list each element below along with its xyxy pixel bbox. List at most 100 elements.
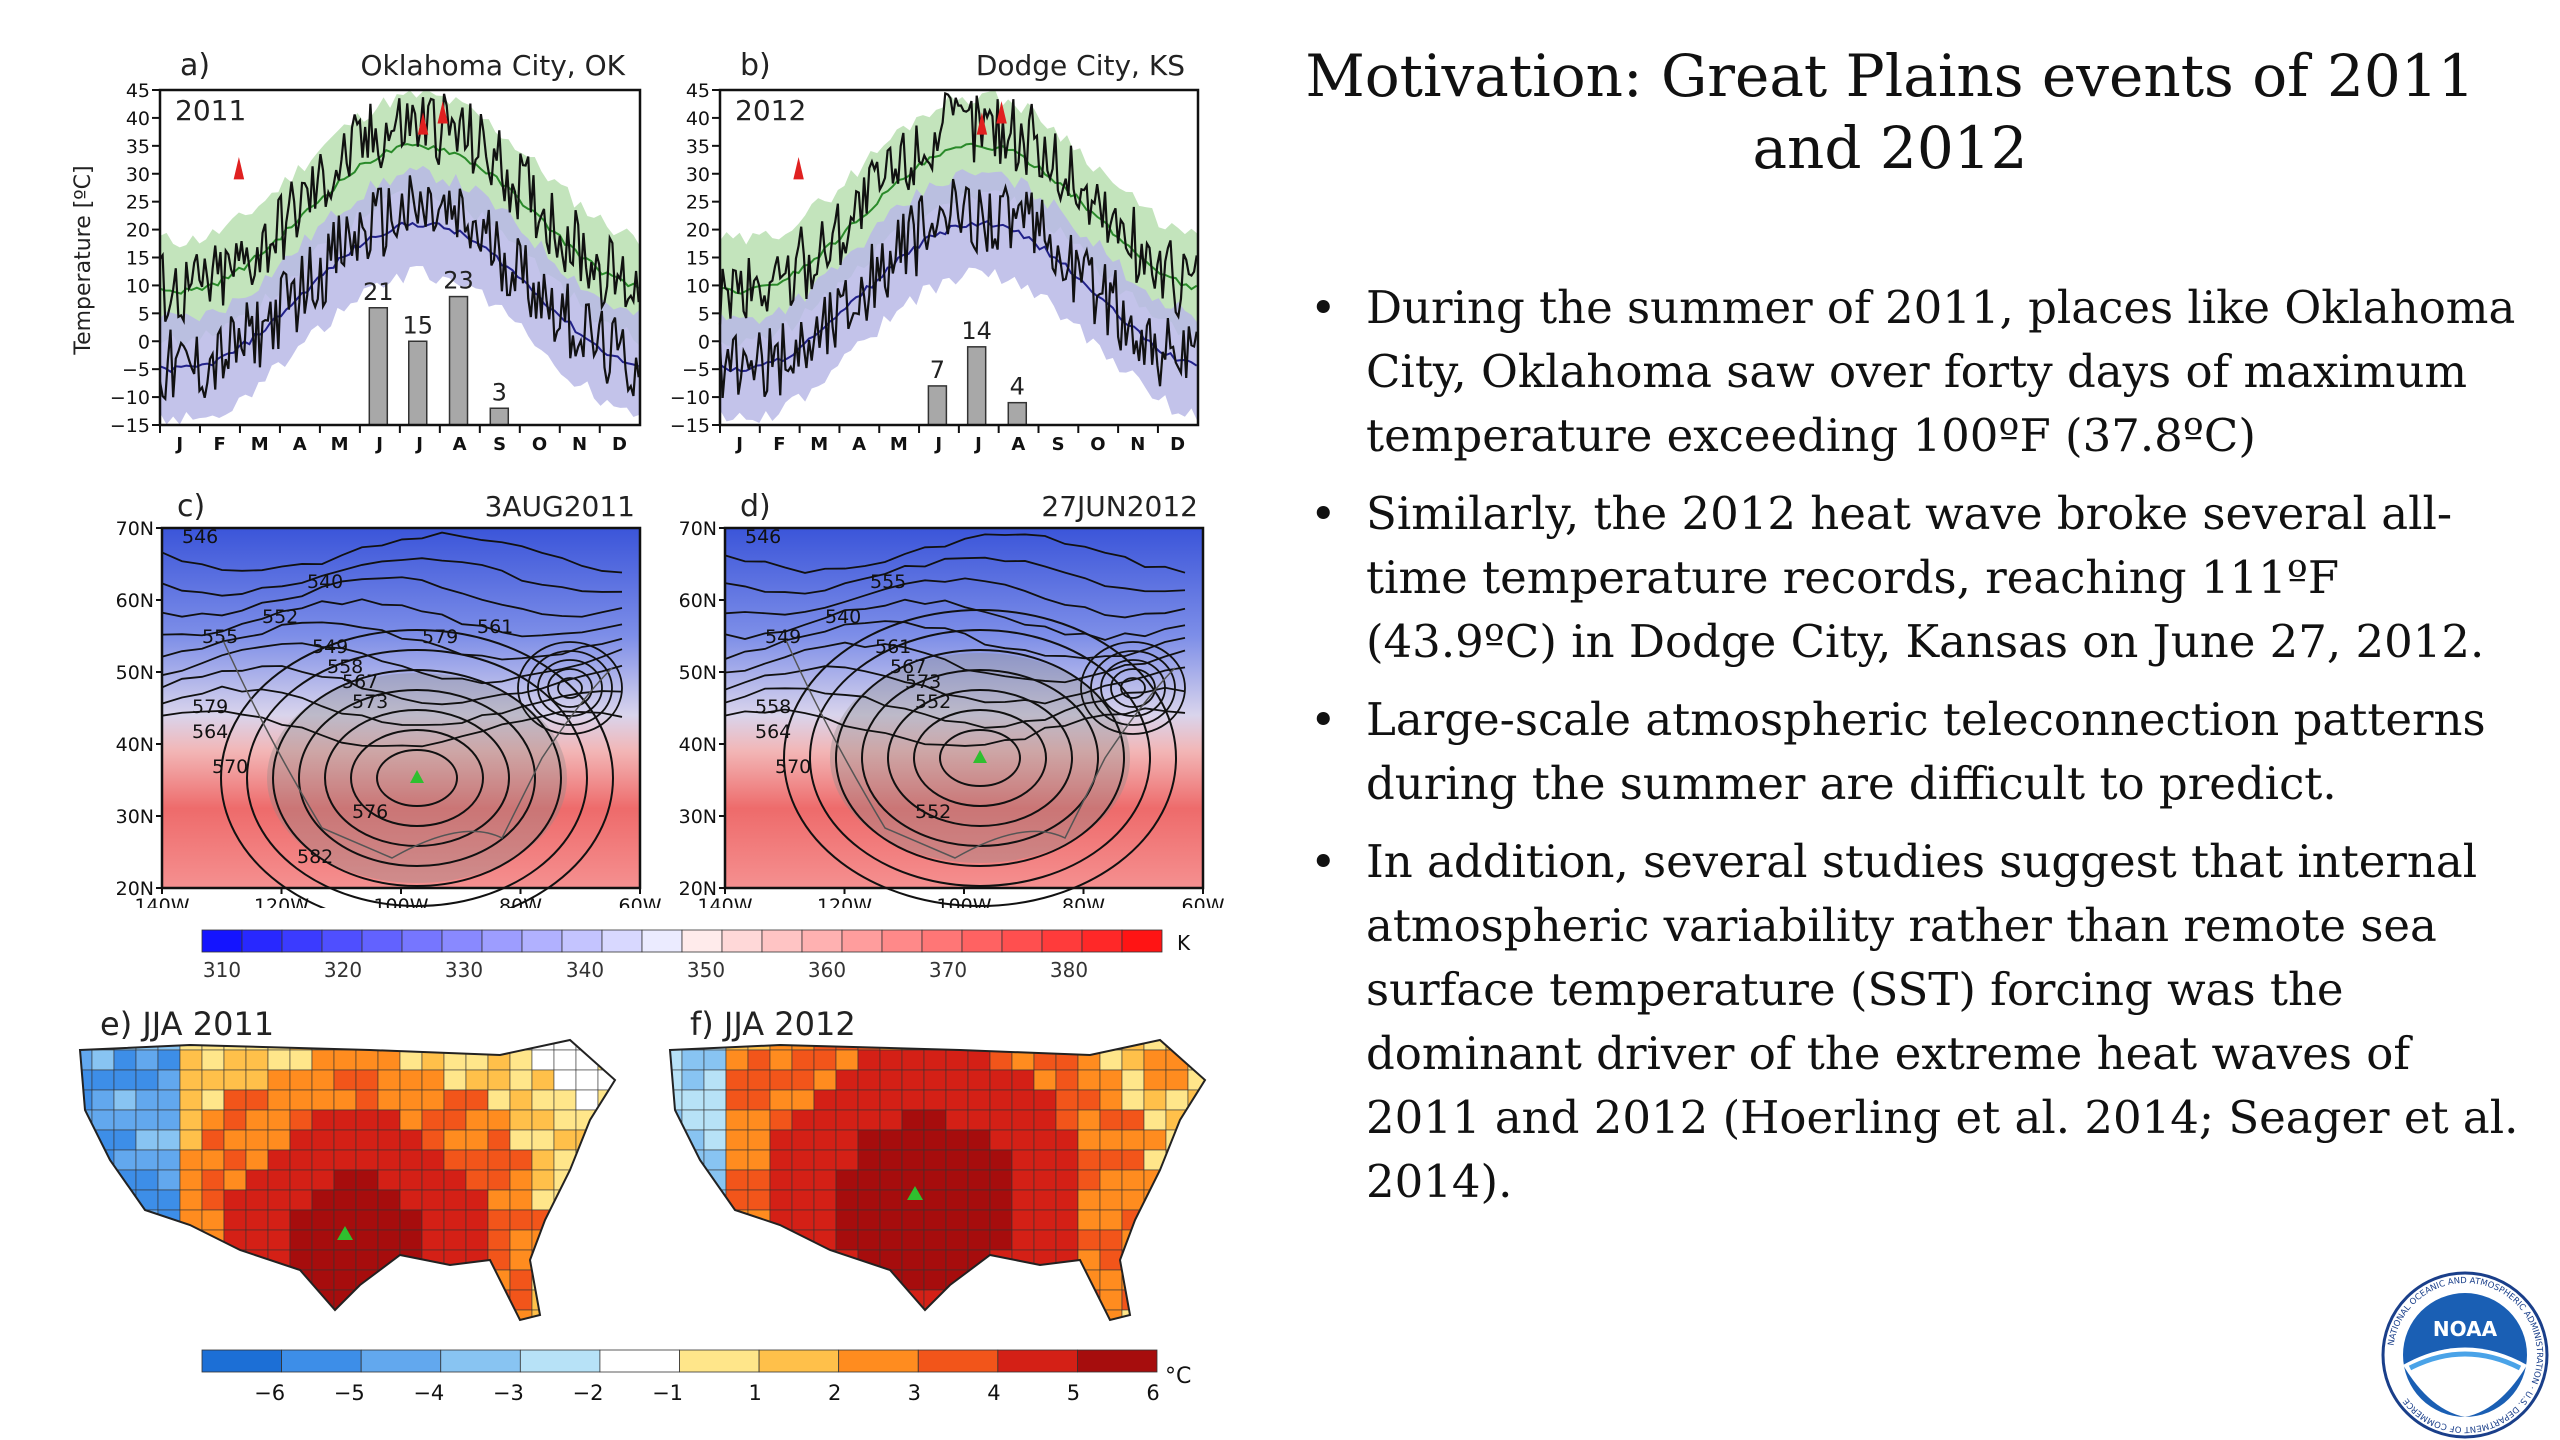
climate-division bbox=[967, 1269, 991, 1291]
climate-division bbox=[989, 1089, 1013, 1111]
geopotential-map-d: 54654954055556156757355255856457055270N6… bbox=[679, 489, 1225, 908]
climate-division bbox=[553, 1069, 577, 1091]
climate-division bbox=[289, 1049, 313, 1071]
climate-division bbox=[1143, 1129, 1167, 1151]
climate-division bbox=[791, 1269, 815, 1291]
climate-division bbox=[399, 1209, 423, 1231]
climate-division bbox=[1121, 1109, 1145, 1131]
climate-division bbox=[135, 1129, 159, 1151]
climate-division bbox=[945, 1309, 969, 1320]
lat-tick-label: 30N bbox=[116, 806, 154, 828]
climate-division bbox=[989, 1069, 1013, 1091]
climate-division bbox=[923, 1129, 947, 1151]
climate-division bbox=[179, 1229, 203, 1251]
climate-division bbox=[443, 1269, 467, 1291]
climate-division bbox=[531, 1049, 555, 1071]
climate-division bbox=[945, 1040, 969, 1051]
climate-division bbox=[553, 1229, 577, 1251]
slide-title: Motivation: Great Plains events of 2011 … bbox=[1305, 42, 2475, 182]
climate-division bbox=[311, 1129, 335, 1151]
height-contour bbox=[835, 649, 1125, 867]
climate-division bbox=[813, 1129, 837, 1151]
climate-division bbox=[201, 1069, 225, 1091]
climate-division bbox=[620, 1130, 642, 1150]
us-divisions bbox=[670, 1040, 1205, 1320]
climate-division bbox=[879, 1049, 903, 1071]
climate-division bbox=[289, 1169, 313, 1191]
height-contour bbox=[724, 620, 1186, 660]
climate-division bbox=[201, 1049, 225, 1071]
climate-division bbox=[553, 1109, 577, 1131]
climate-division bbox=[813, 1289, 837, 1311]
anomaly-tick-label: −2 bbox=[572, 1381, 603, 1405]
climate-division bbox=[791, 1169, 815, 1191]
climate-division bbox=[113, 1229, 137, 1251]
climate-division bbox=[575, 1249, 599, 1271]
colorbar-swatch bbox=[841, 929, 883, 953]
climate-division bbox=[245, 1229, 269, 1251]
climate-division bbox=[443, 1069, 467, 1091]
climate-division bbox=[465, 1269, 489, 1291]
climate-division bbox=[223, 1289, 247, 1311]
lat-tick-label: 60N bbox=[679, 590, 717, 612]
height-contour bbox=[724, 665, 1186, 705]
climate-division bbox=[399, 1309, 423, 1320]
climate-division bbox=[620, 1050, 642, 1070]
climate-division bbox=[1099, 1209, 1123, 1231]
climate-division bbox=[769, 1249, 793, 1271]
height-contour bbox=[724, 598, 1186, 641]
climate-division bbox=[620, 1170, 642, 1190]
count-bar bbox=[408, 340, 428, 426]
climate-division bbox=[553, 1189, 577, 1211]
climate-division bbox=[245, 1109, 269, 1131]
climate-division bbox=[1143, 1049, 1167, 1071]
climate-division bbox=[267, 1189, 291, 1211]
climate-division bbox=[179, 1209, 203, 1231]
climate-division bbox=[1165, 1249, 1189, 1271]
climate-division bbox=[113, 1269, 137, 1291]
climate-division bbox=[135, 1269, 159, 1291]
height-contour bbox=[913, 709, 1047, 807]
low-contour bbox=[557, 677, 583, 699]
panel-label: c) bbox=[177, 489, 205, 524]
climate-division bbox=[901, 1229, 925, 1251]
climate-division bbox=[465, 1149, 489, 1171]
climate-division bbox=[1011, 1069, 1035, 1091]
climate-division bbox=[879, 1289, 903, 1311]
climate-division bbox=[670, 1040, 683, 1051]
contour-label: 582 bbox=[297, 846, 333, 868]
kelvin-tick-label: 360 bbox=[808, 958, 846, 982]
climate-division bbox=[443, 1289, 467, 1311]
climate-division bbox=[670, 1289, 683, 1311]
count-bar bbox=[966, 346, 987, 426]
contour-label: 573 bbox=[905, 671, 941, 693]
climate-division bbox=[923, 1269, 947, 1291]
climate-division bbox=[1121, 1129, 1145, 1151]
climate-division bbox=[681, 1309, 705, 1320]
climate-division bbox=[747, 1229, 771, 1251]
climate-division bbox=[747, 1109, 771, 1131]
panel-label: d) bbox=[740, 489, 771, 524]
climate-division bbox=[311, 1149, 335, 1171]
anomaly-tick-label: 3 bbox=[908, 1381, 921, 1405]
climate-division bbox=[670, 1169, 683, 1191]
climate-division bbox=[989, 1269, 1013, 1291]
contour-label: 567 bbox=[890, 656, 926, 678]
anomaly-tick-label: 2 bbox=[828, 1381, 841, 1405]
climate-division bbox=[923, 1309, 947, 1320]
climate-division bbox=[670, 1189, 683, 1211]
climate-division bbox=[421, 1040, 445, 1051]
climate-division bbox=[1055, 1129, 1079, 1151]
climate-division bbox=[703, 1069, 727, 1091]
us-divisions bbox=[80, 1040, 642, 1320]
contour-label: 564 bbox=[192, 721, 228, 743]
climate-division bbox=[311, 1040, 335, 1051]
climate-division bbox=[967, 1309, 991, 1320]
climate-division bbox=[597, 1149, 615, 1171]
height-contour bbox=[298, 689, 536, 867]
contour-label: 549 bbox=[312, 636, 348, 658]
climate-division bbox=[377, 1049, 401, 1071]
climate-division bbox=[113, 1129, 137, 1151]
climate-division bbox=[747, 1089, 771, 1111]
climate-division bbox=[157, 1269, 181, 1291]
